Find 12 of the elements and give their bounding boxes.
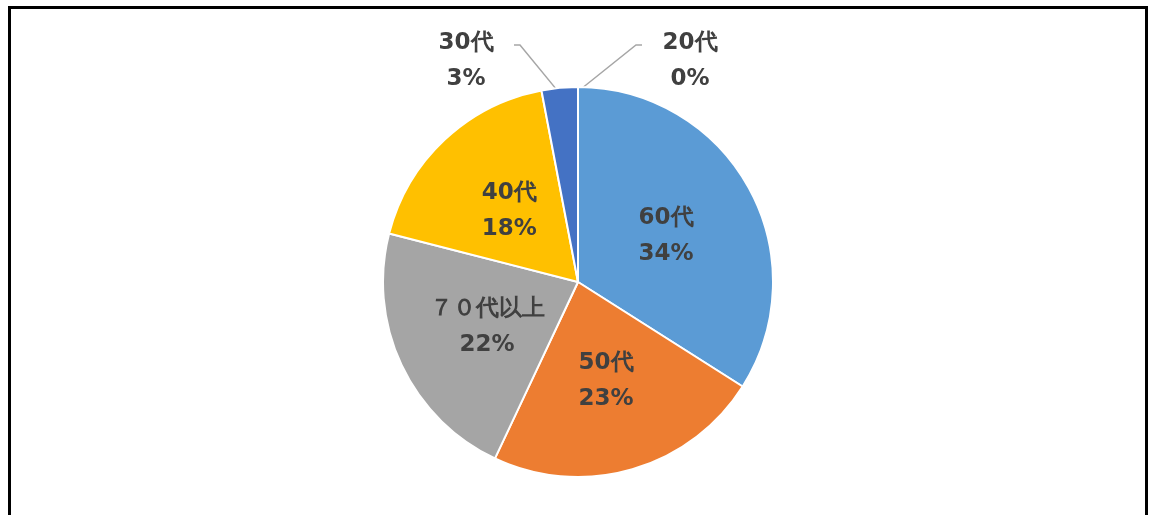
slice-label: 40代 [481, 177, 537, 204]
slice-label: 50代 [578, 347, 634, 374]
data-label: 22% [459, 329, 515, 356]
slice-label: ７０代以上 [429, 293, 545, 320]
slice-label: 30代 [438, 28, 494, 54]
text: 0% [670, 64, 710, 90]
category-label: 20代 [662, 28, 718, 54]
data-label: 18% [481, 213, 537, 240]
slice-label: 60代 [638, 202, 694, 229]
data-label: 34% [638, 238, 694, 265]
data-label: 3% [446, 64, 486, 90]
data-label: 23% [578, 383, 634, 410]
